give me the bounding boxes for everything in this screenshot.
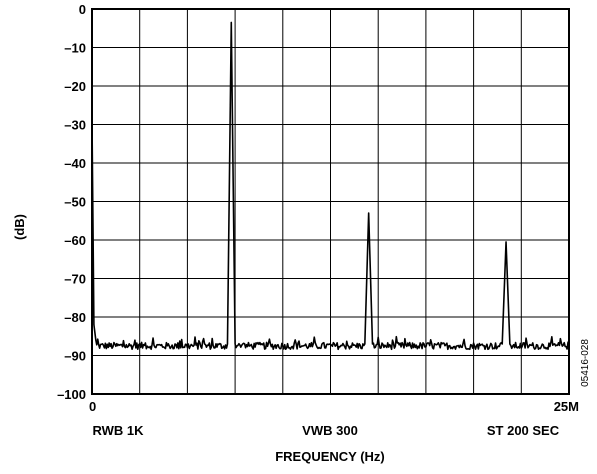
grid [92,9,569,394]
x-axis-label: FREQUENCY (Hz) [275,449,385,464]
y-axis-label: (dB) [12,214,27,240]
footer-label-right: ST 200 SEC [487,423,560,438]
y-tick-label: 0 [79,2,86,17]
y-tick-label: –90 [64,349,86,364]
y-tick-label: –70 [64,272,86,287]
y-tick-label: –50 [64,195,86,210]
footer-label-left: RWB 1K [92,423,144,438]
plot-frame [91,8,570,395]
y-tick-label: –40 [64,156,86,171]
x-tick-labels: 0 25M [89,399,579,414]
y-tick-label: –20 [64,79,86,94]
spectrum-trace [91,21,570,351]
y-tick-labels: 0 –10 –20 –30 –40 –50 –60 –70 –80 –90 –100 [57,2,86,402]
figure-id: 05416-028 [580,339,591,387]
footer-label-center: VWB 300 [302,423,358,438]
x-tick-label: 25M [554,399,579,414]
spectrum-trace-group [91,21,570,351]
y-tick-label: –80 [64,310,86,325]
y-tick-label: –100 [57,387,86,402]
y-tick-label: –10 [64,41,86,56]
y-tick-label: –60 [64,233,86,248]
x-tick-label: 0 [89,399,96,414]
y-tick-label: –30 [64,118,86,133]
